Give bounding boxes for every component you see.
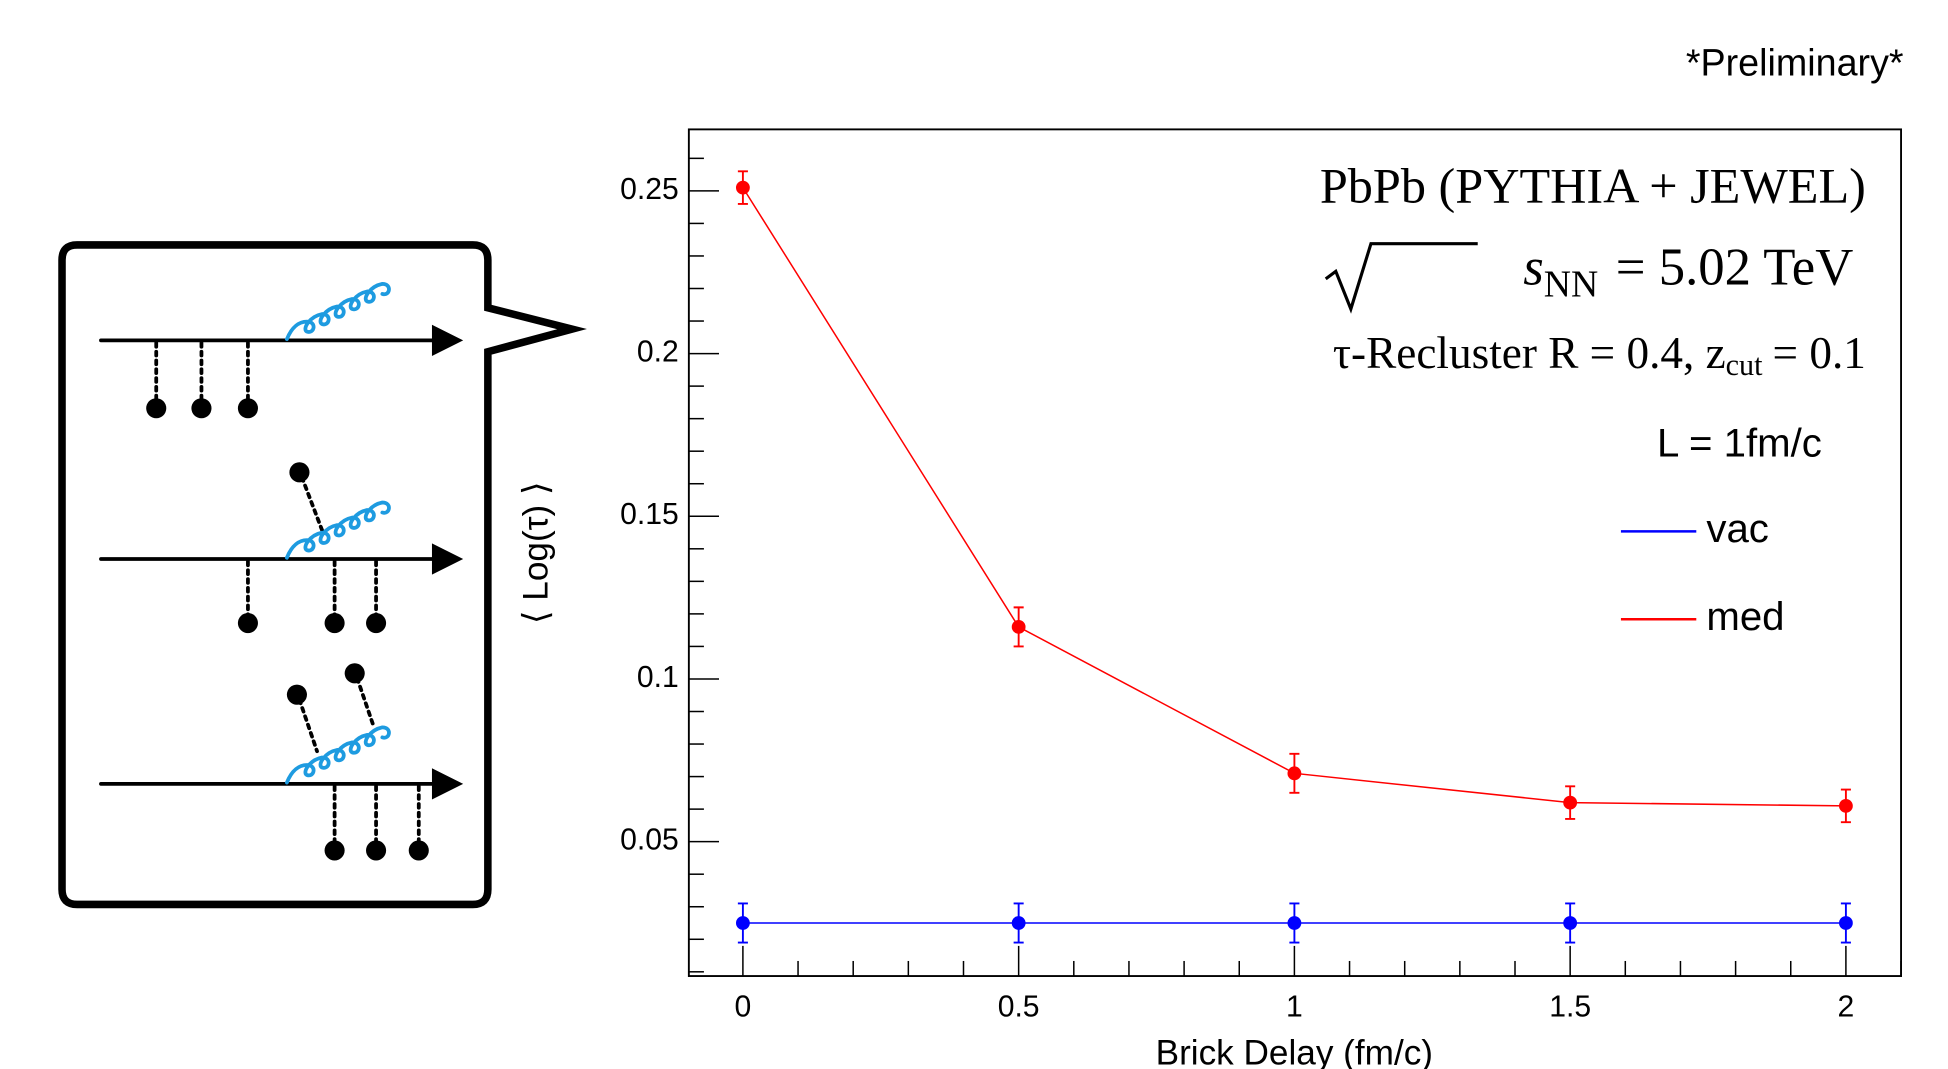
y-axis-title: ⟨ Log(τ) ⟩ [516, 481, 555, 624]
data-point [1838, 916, 1853, 930]
energy-label: sNN = 5.02 TeV [1523, 239, 1853, 306]
energy-subscript: NN [1544, 263, 1598, 305]
data-point [735, 916, 750, 930]
preliminary-note: *Preliminary* [1686, 41, 1904, 83]
legend-title: L = 1fm/c [1657, 421, 1822, 466]
gluons [284, 282, 391, 785]
recluster-subscript: cut [1726, 348, 1763, 382]
exchange-lines [154, 341, 421, 847]
data-point [1563, 916, 1578, 930]
system-label: PbPb (PYTHIA + JEWEL) [1320, 157, 1866, 213]
jet-lines [99, 324, 464, 800]
recluster-value: = 0.1 [1773, 328, 1866, 378]
legend-label: med [1706, 594, 1784, 639]
recluster-text: τ-Recluster R = 0.4, z [1333, 328, 1726, 378]
speech-box [58, 241, 587, 909]
x-tick-label: 1 [1286, 991, 1303, 1024]
data-point [1011, 916, 1026, 930]
recluster-label: τ-Recluster R = 0.4, zcut = 0.1 [1333, 328, 1866, 382]
x-axis-title: Brick Delay (fm/c) [1156, 1033, 1433, 1069]
y-tick-label: 0.2 [637, 336, 679, 369]
y-tick-label: 0.05 [620, 824, 679, 857]
data-point [1563, 795, 1578, 810]
data-point [735, 180, 750, 195]
x-tick-label: 2 [1838, 991, 1855, 1024]
y-tick-label: 0.1 [637, 661, 679, 694]
y-tick-label: 0.15 [620, 498, 679, 531]
medium-dots [146, 398, 429, 861]
data-point [1287, 766, 1302, 781]
x-tick-label: 0 [735, 991, 752, 1024]
diagram [58, 241, 587, 909]
data-point [1287, 916, 1302, 930]
energy-symbol: s [1523, 239, 1544, 297]
x-tick-label: 0.5 [998, 991, 1040, 1024]
data-point [1838, 798, 1853, 813]
x-tick-label: 1.5 [1549, 991, 1591, 1024]
data-point [1011, 619, 1026, 634]
radical-sign [1324, 242, 1478, 314]
y-tick-label: 0.25 [620, 173, 679, 206]
legend-label: vac [1706, 506, 1769, 551]
energy-value: = 5.02 TeV [1616, 239, 1854, 297]
